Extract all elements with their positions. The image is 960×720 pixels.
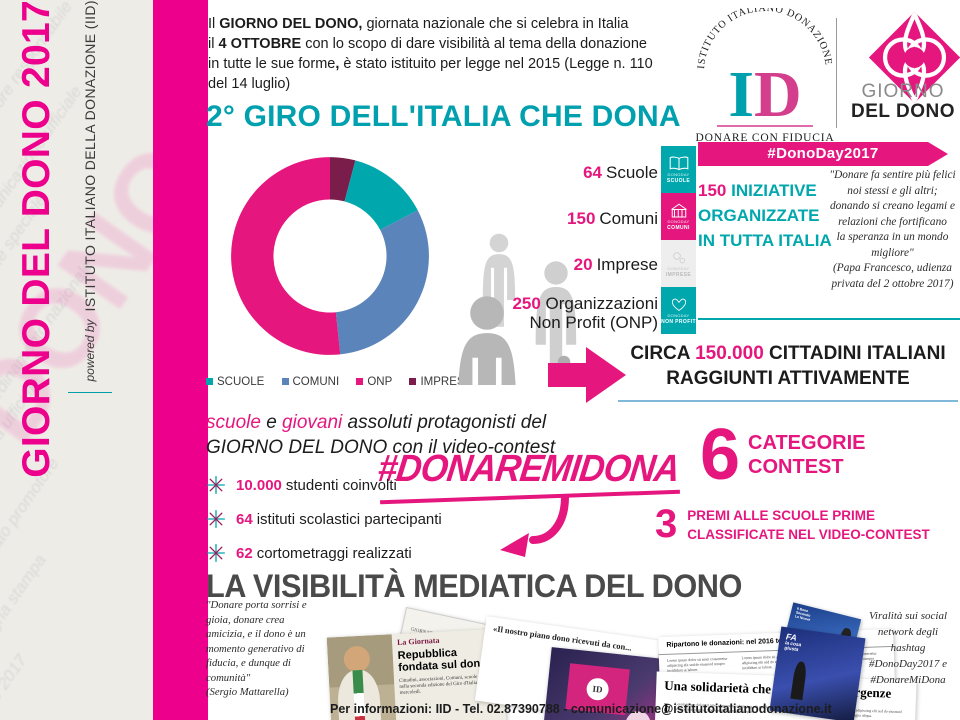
svg-text:ID: ID	[728, 58, 801, 131]
